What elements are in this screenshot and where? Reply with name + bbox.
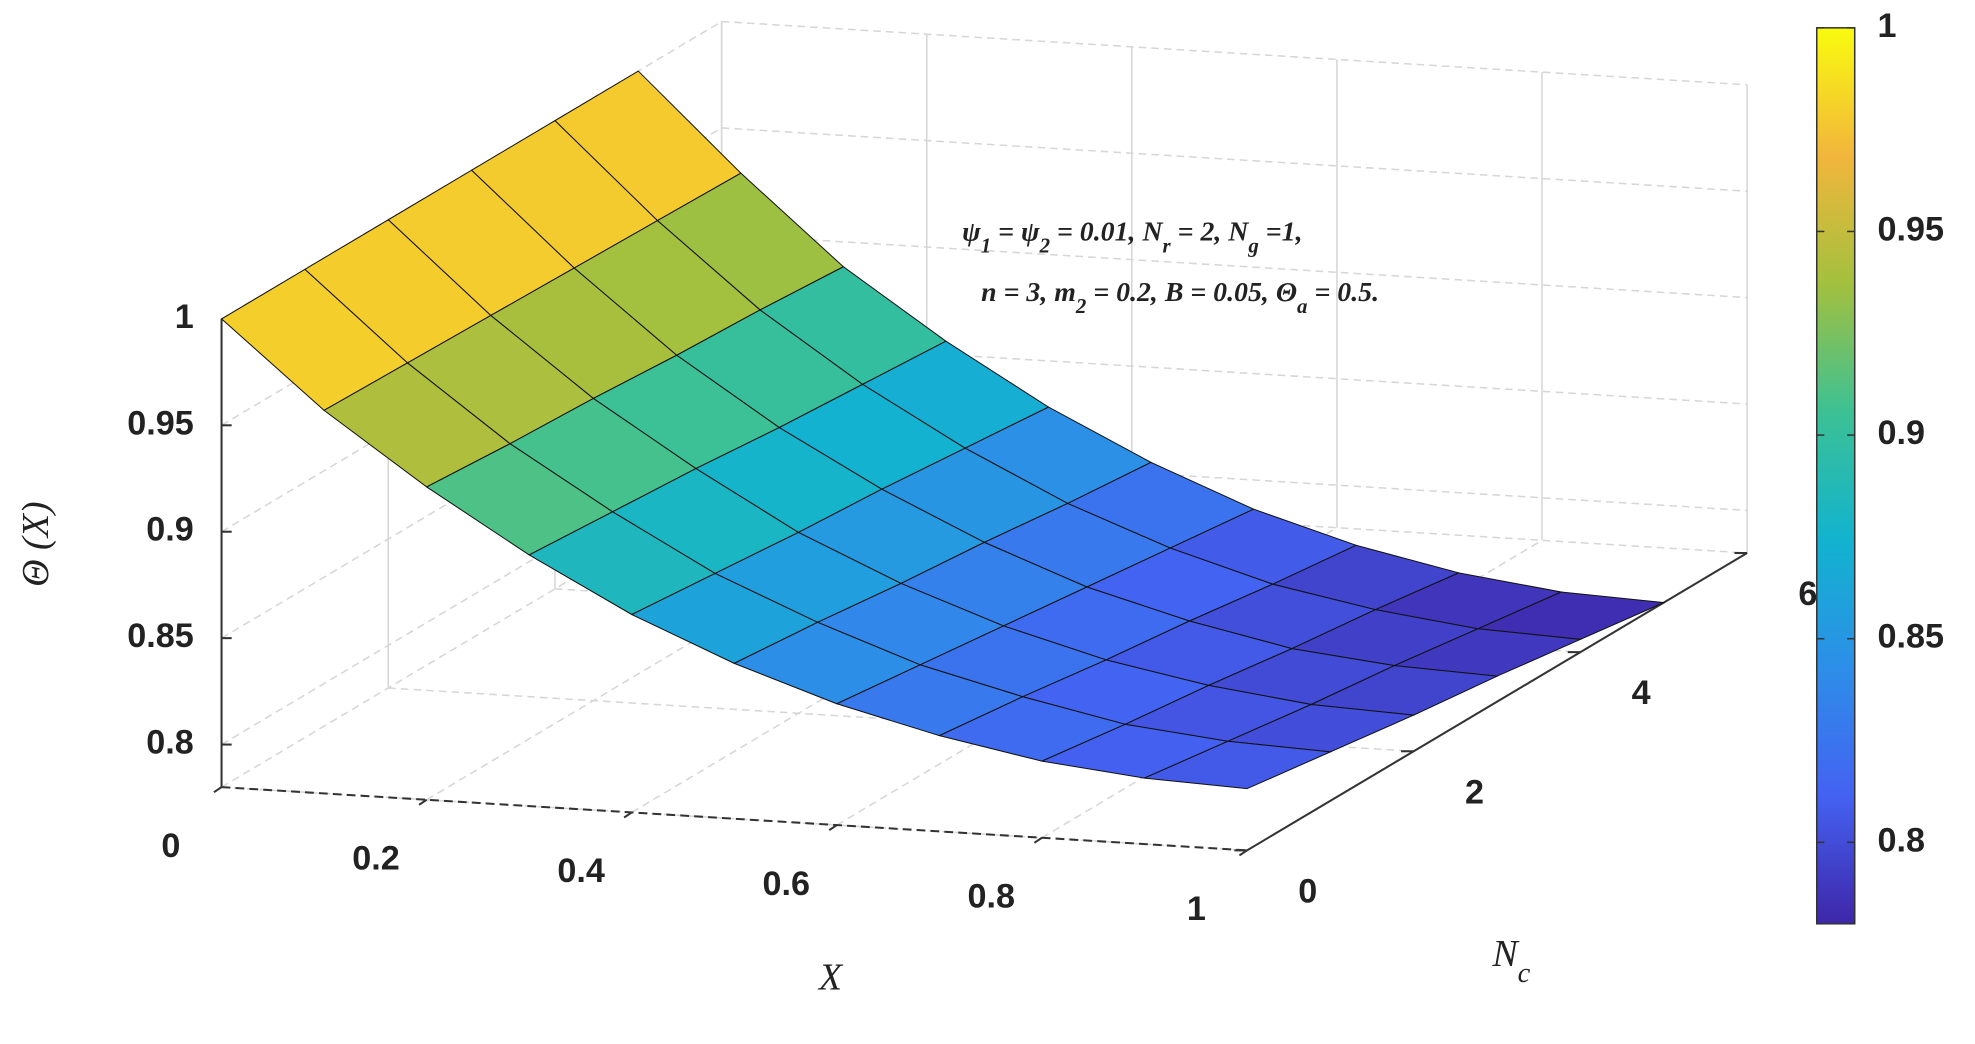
colorbar: [1815, 27, 1856, 925]
colorbar-tick-label: 0.9: [1878, 414, 1925, 452]
annotation: ψ1 = ψ2 = 0.01, Nr = 2, Ng =1,: [962, 216, 1302, 257]
subscript: g: [1247, 233, 1258, 257]
grid-line: [721, 127, 1748, 192]
y-tick-label: 4: [1632, 674, 1651, 712]
x-axis-label: X: [817, 957, 844, 999]
text-run: = 0.5.: [1308, 277, 1380, 308]
colorbar-tick-label: 1: [1878, 7, 1897, 45]
surface-patch: [1142, 740, 1333, 790]
surface: [220, 70, 1666, 790]
x-tick: [213, 786, 223, 794]
x-tick-label: 0.2: [352, 840, 399, 878]
x-tick: [418, 798, 428, 806]
y-tick-label: 0: [1298, 872, 1317, 910]
text-run: = 0.01, N: [1050, 216, 1163, 247]
labels: 0 0.2 0.4 0.6 0.8 1 0 2 4 6 0.8 0.85 0.9 0.95 1 X Nc Θ (X…: [15, 7, 1944, 999]
x-tick: [828, 824, 838, 831]
colorbar-tick-label: 0.85: [1878, 618, 1944, 656]
z-tick-label: 1: [175, 298, 194, 336]
annotation: n = 3, m2 = 0.2, B = 0.05, Θa = 0.5.: [981, 277, 1379, 318]
subscript: 2: [1075, 294, 1086, 318]
subscript: c: [1518, 957, 1531, 988]
subscript: 1: [981, 233, 991, 257]
x-tick-label: 0.4: [557, 852, 604, 890]
text-run: n = 3, m: [981, 277, 1076, 308]
x-axis: [221, 786, 1248, 852]
colorbar-tick-label: 0.8: [1878, 821, 1925, 859]
y-axis-label: Nc: [1491, 933, 1530, 988]
text-run: ψ: [962, 216, 981, 247]
z-tick-label: 0.95: [127, 404, 193, 442]
y-tick-label: 2: [1465, 773, 1484, 811]
x-tick-label: 0: [161, 827, 180, 865]
y-tick-label: 6: [1798, 575, 1817, 613]
x-tick-label: 0.6: [762, 865, 809, 903]
colorbar-tick-label: 0.95: [1878, 210, 1944, 248]
subscript: r: [1163, 233, 1172, 257]
z-tick-label: 0.8: [146, 724, 193, 762]
grid-line: [721, 20, 1748, 86]
text-run: N: [1491, 933, 1520, 975]
grid-line: [721, 233, 1748, 299]
z-axis-label: Θ (X): [15, 501, 57, 586]
text-run: = 2, N: [1171, 216, 1250, 247]
x-tick: [1033, 836, 1043, 844]
text-run: =1,: [1259, 216, 1303, 247]
subscript: 2: [1039, 233, 1050, 257]
x-tick-label: 0.8: [968, 878, 1015, 916]
z-tick-label: 0.9: [146, 511, 193, 549]
x-tick: [623, 811, 633, 819]
z-tick-label: 0.85: [127, 617, 193, 655]
text-run: = 0.2, B = 0.05, Θ: [1086, 277, 1297, 308]
text-run: = ψ: [991, 216, 1040, 247]
subscript: a: [1297, 294, 1307, 318]
x-tick-label: 1: [1187, 890, 1206, 928]
